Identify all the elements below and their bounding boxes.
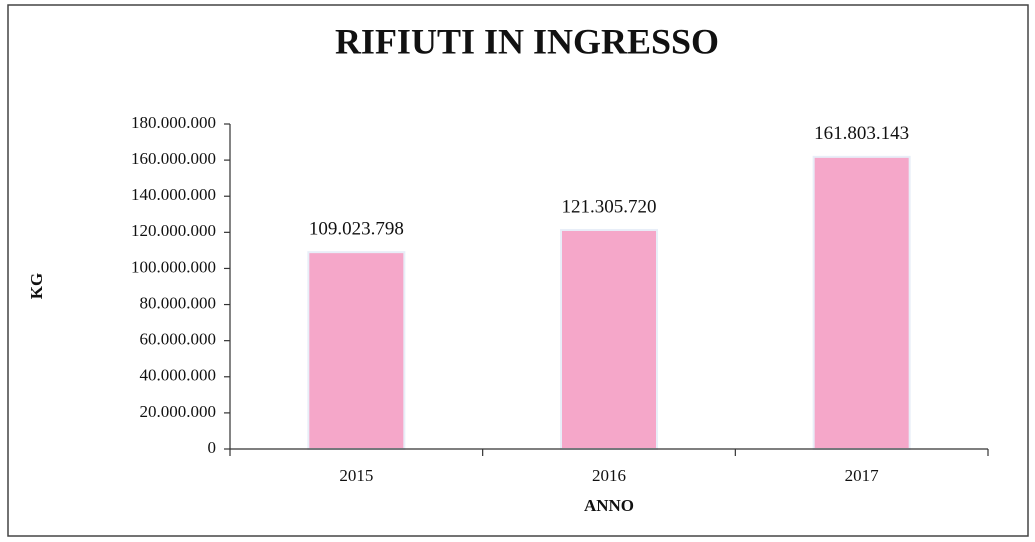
y-tick-label: 100.000.000 <box>131 257 216 276</box>
y-tick-label: 80.000.000 <box>140 293 217 312</box>
bar <box>812 155 911 450</box>
y-tick-label: 60.000.000 <box>140 330 217 349</box>
data-label: 121.305.720 <box>562 196 657 217</box>
y-tick-label: 140.000.000 <box>131 185 216 204</box>
x-tick-label: 2015 <box>339 466 373 485</box>
chart-title: RIFIUTI IN INGRESSO <box>335 21 719 61</box>
data-label: 161.803.143 <box>814 123 909 144</box>
x-axis-label: ANNO <box>584 496 634 515</box>
data-label: 109.023.798 <box>309 219 404 240</box>
y-tick-label: 40.000.000 <box>140 366 217 385</box>
y-tick-label: 180.000.000 <box>131 113 216 132</box>
y-tick-label: 0 <box>208 438 217 457</box>
y-tick-label: 120.000.000 <box>131 221 216 240</box>
bar <box>559 228 659 450</box>
y-tick-label: 160.000.000 <box>131 149 216 168</box>
y-axis-label: KG <box>27 273 46 299</box>
x-tick-label: 2017 <box>845 466 880 485</box>
bar <box>307 251 406 450</box>
y-tick-label: 20.000.000 <box>140 402 217 421</box>
x-tick-label: 2016 <box>592 466 626 485</box>
